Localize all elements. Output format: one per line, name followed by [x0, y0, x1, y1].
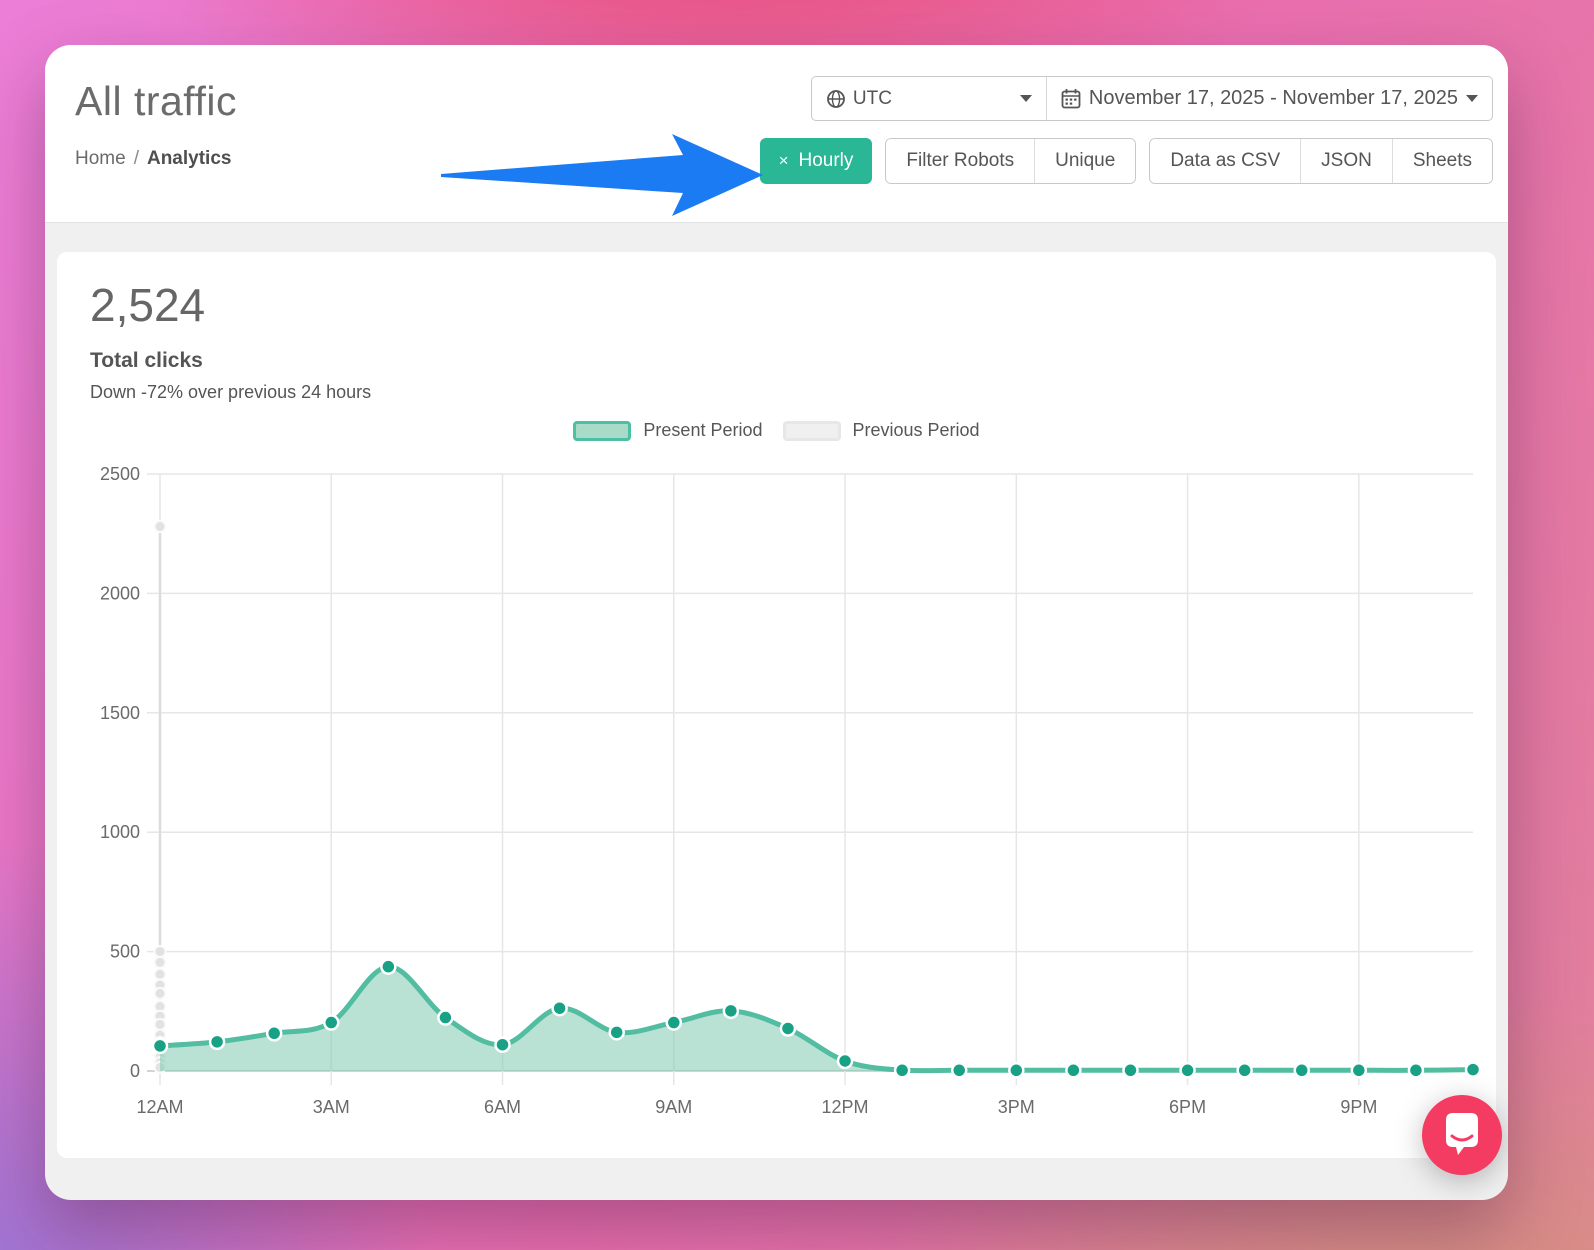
calendar-icon — [1061, 89, 1081, 109]
present-data-point[interactable] — [608, 1024, 625, 1041]
total-clicks-value: 2,524 — [90, 279, 206, 331]
chevron-down-icon — [1466, 95, 1478, 102]
x-axis-tick-label: 3PM — [998, 1097, 1035, 1117]
hourly-filter-label: Hourly — [798, 150, 854, 171]
timezone-label: UTC — [852, 87, 892, 109]
present-data-point[interactable] — [1122, 1062, 1139, 1079]
breadcrumb: Home / Analytics — [75, 148, 231, 170]
chart-panel: 2,524 Total clicks Down -72% over previo… — [57, 252, 1496, 1158]
breadcrumb-current: Analytics — [146, 148, 232, 169]
breadcrumb-separator: / — [133, 148, 139, 169]
sheets-button[interactable]: Sheets — [1392, 139, 1492, 183]
present-data-point[interactable] — [779, 1020, 797, 1037]
y-axis-tick-label: 1500 — [100, 703, 140, 723]
legend-item-present[interactable]: Present Period — [573, 420, 763, 441]
data-as-csv-button[interactable]: Data as CSV — [1150, 139, 1302, 183]
present-data-point[interactable] — [665, 1014, 683, 1031]
x-axis-tick-label: 12PM — [822, 1097, 869, 1117]
blue-annotation-arrow — [441, 134, 763, 216]
y-axis-tick-label: 0 — [130, 1061, 140, 1081]
chat-launcher-button[interactable] — [1422, 1095, 1502, 1175]
present-data-point[interactable] — [551, 999, 568, 1017]
present-data-point[interactable] — [1179, 1062, 1196, 1079]
header-controls-row1: UTC November 17, 2025 - November 17, 202… — [810, 76, 1493, 121]
globe-icon — [826, 89, 845, 108]
x-axis-tick-label: 9AM — [655, 1097, 692, 1117]
present-data-point[interactable] — [437, 1009, 454, 1026]
breadcrumb-home[interactable]: Home — [75, 148, 126, 169]
page-title: All traffic — [75, 78, 237, 124]
present-data-point[interactable] — [950, 1062, 968, 1079]
present-data-point[interactable] — [1464, 1061, 1482, 1078]
filter-robots-button[interactable]: Filter Robots — [886, 139, 1036, 183]
json-button[interactable]: JSON — [1301, 139, 1393, 183]
previous-period-label: Previous Period — [852, 420, 980, 440]
header-controls-row2: × Hourly Filter Robots Unique Data as CS… — [759, 138, 1493, 184]
close-icon[interactable]: × — [778, 151, 789, 170]
x-axis-tick-label: 6AM — [484, 1097, 521, 1117]
present-data-point[interactable] — [208, 1033, 226, 1051]
previous-data-point[interactable] — [153, 967, 167, 981]
present-data-point[interactable] — [893, 1062, 911, 1079]
present-data-point[interactable] — [722, 1002, 740, 1020]
y-axis-tick-label: 2500 — [100, 464, 140, 484]
x-axis-tick-label: 3AM — [313, 1097, 350, 1117]
previous-data-point[interactable] — [153, 955, 167, 969]
app-window: All traffic Home / Analytics UTC — [45, 45, 1508, 1200]
present-period-swatch — [573, 420, 632, 441]
present-data-point[interactable] — [1293, 1062, 1310, 1079]
date-range-picker[interactable]: November 17, 2025 - November 17, 2025 — [1047, 77, 1492, 120]
present-data-point[interactable] — [265, 1025, 283, 1042]
chat-bubble-icon — [1446, 1113, 1478, 1155]
export-button-group: Data as CSV JSON Sheets — [1149, 138, 1493, 184]
date-range-label: November 17, 2025 - November 17, 2025 — [1088, 87, 1458, 109]
previous-data-point[interactable] — [153, 520, 167, 534]
present-data-point[interactable] — [836, 1052, 854, 1070]
present-data-point[interactable] — [1065, 1062, 1082, 1079]
filter-button-group: Filter Robots Unique — [885, 138, 1137, 184]
present-period-label: Present Period — [643, 420, 763, 440]
unique-button[interactable]: Unique — [1035, 139, 1136, 183]
traffic-chart: 0 500 1000 1500 2000 2500 12AM 3AM 6AM 9AM 12PM 3PM… — [100, 464, 1482, 1117]
previous-data-point[interactable] — [153, 945, 167, 959]
y-axis-tick-label: 1000 — [100, 822, 140, 842]
present-data-point[interactable] — [380, 958, 397, 975]
change-text: Down -72% over previous 24 hours — [90, 382, 372, 402]
header: All traffic Home / Analytics UTC — [45, 45, 1508, 223]
x-axis-tick-label: 9PM — [1340, 1097, 1377, 1117]
timezone-select[interactable]: UTC — [812, 77, 1047, 120]
present-data-point[interactable] — [1236, 1062, 1253, 1079]
hourly-filter-button[interactable]: × Hourly — [759, 138, 873, 184]
y-axis-tick-label: 500 — [110, 942, 140, 962]
present-data-point[interactable] — [1350, 1062, 1368, 1079]
previous-period-swatch — [782, 420, 841, 441]
chart-legend: Present Period Previous Period — [57, 420, 1496, 441]
present-data-point[interactable] — [1407, 1062, 1425, 1079]
present-data-point[interactable] — [1008, 1062, 1025, 1079]
present-data-point[interactable] — [323, 1014, 340, 1031]
present-data-point[interactable] — [494, 1036, 511, 1053]
total-clicks-label: Total clicks — [90, 349, 203, 372]
x-axis-tick-label: 6PM — [1169, 1097, 1206, 1117]
chevron-down-icon — [1019, 95, 1032, 102]
y-axis-tick-label: 2000 — [100, 583, 140, 603]
legend-item-previous[interactable]: Previous Period — [782, 420, 980, 441]
previous-data-point[interactable] — [153, 986, 167, 1000]
previous-data-point[interactable] — [153, 1017, 167, 1031]
x-axis-tick-label: 12AM — [136, 1097, 183, 1117]
present-data-point[interactable] — [151, 1037, 169, 1055]
